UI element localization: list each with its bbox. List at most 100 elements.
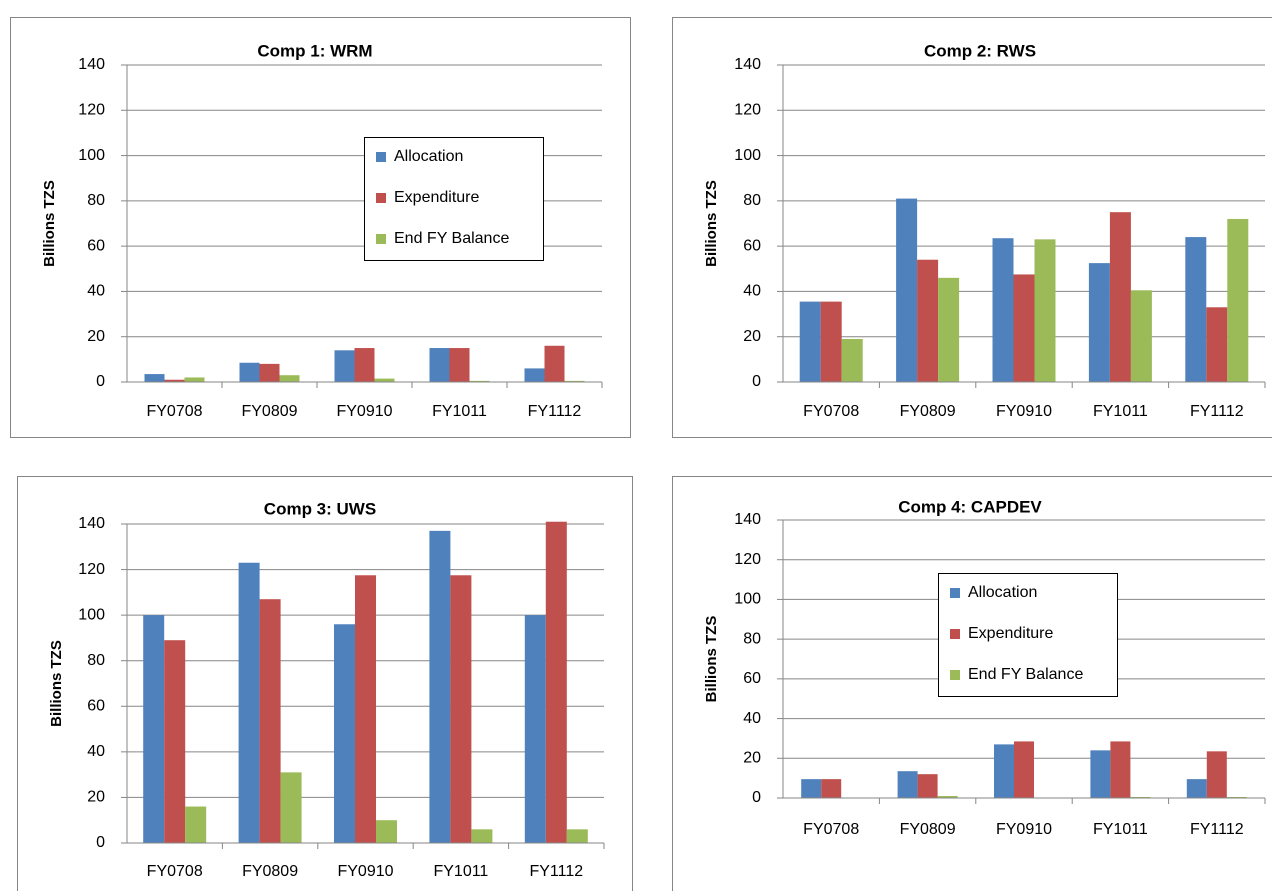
y-tick-label: 40 bbox=[743, 283, 761, 300]
chart-title: Comp 2: RWS bbox=[924, 41, 1036, 60]
x-tick-label: FY1011 bbox=[1093, 821, 1148, 838]
y-tick-label: 40 bbox=[87, 743, 105, 760]
x-tick-label: FY0809 bbox=[900, 821, 956, 838]
y-tick-label: 100 bbox=[78, 147, 105, 164]
y-axis-label: Billions TZS bbox=[703, 180, 720, 267]
x-tick-label: FY1112 bbox=[529, 863, 583, 880]
legend-swatch bbox=[950, 629, 960, 639]
bar bbox=[355, 348, 375, 382]
y-tick-label: 0 bbox=[96, 834, 105, 851]
bar bbox=[545, 346, 565, 382]
y-tick-label: 140 bbox=[734, 56, 761, 73]
legend-swatch bbox=[376, 152, 386, 162]
y-tick-label: 120 bbox=[734, 102, 761, 119]
legend-label: End FY Balance bbox=[968, 666, 1083, 683]
panel-frame bbox=[673, 18, 1272, 438]
y-tick-label: 0 bbox=[752, 373, 761, 390]
bar bbox=[994, 744, 1014, 798]
x-tick-label: FY1112 bbox=[1190, 403, 1244, 420]
bar bbox=[334, 624, 355, 843]
x-tick-label: FY1112 bbox=[528, 403, 582, 420]
bar bbox=[1089, 263, 1110, 382]
x-tick-label: FY0708 bbox=[803, 403, 859, 420]
y-tick-label: 100 bbox=[734, 147, 761, 164]
bar bbox=[1110, 212, 1131, 382]
bar bbox=[1131, 290, 1152, 382]
bar bbox=[240, 363, 260, 382]
bar bbox=[821, 779, 841, 798]
y-tick-label: 0 bbox=[752, 789, 761, 806]
bar bbox=[1185, 237, 1206, 382]
bar bbox=[335, 350, 355, 382]
legend-label: Expenditure bbox=[394, 189, 479, 206]
bar bbox=[1014, 741, 1034, 798]
bar bbox=[450, 348, 470, 382]
bar bbox=[280, 375, 300, 382]
bar bbox=[918, 774, 938, 798]
y-tick-label: 60 bbox=[743, 237, 761, 254]
bar bbox=[1207, 751, 1227, 798]
bar bbox=[938, 278, 959, 382]
y-tick-label: 80 bbox=[743, 630, 761, 647]
bar bbox=[450, 575, 471, 843]
bar bbox=[355, 575, 376, 843]
bar bbox=[1090, 750, 1110, 798]
y-tick-label: 0 bbox=[96, 373, 105, 390]
bar bbox=[145, 374, 165, 382]
x-tick-label: FY0708 bbox=[147, 863, 203, 880]
x-tick-label: FY0809 bbox=[900, 403, 956, 420]
legend-swatch bbox=[376, 193, 386, 203]
y-tick-label: 20 bbox=[87, 789, 105, 806]
chart-title: Comp 4: CAPDEV bbox=[898, 497, 1042, 516]
bar bbox=[471, 829, 492, 843]
bar bbox=[260, 364, 280, 382]
y-tick-label: 100 bbox=[78, 606, 105, 623]
y-tick-label: 120 bbox=[78, 561, 105, 578]
bar bbox=[185, 807, 206, 843]
legend-swatch bbox=[950, 670, 960, 680]
x-tick-label: FY1011 bbox=[433, 863, 488, 880]
x-tick-label: FY0910 bbox=[996, 821, 1052, 838]
legend-swatch bbox=[950, 588, 960, 598]
bar bbox=[917, 260, 938, 382]
x-tick-label: FY0910 bbox=[996, 403, 1052, 420]
x-tick-label: FY1011 bbox=[1093, 403, 1148, 420]
x-tick-label: FY1011 bbox=[432, 403, 487, 420]
bar bbox=[993, 238, 1014, 382]
legend-label: End FY Balance bbox=[394, 230, 509, 247]
bar bbox=[260, 599, 281, 843]
bar bbox=[525, 615, 546, 843]
legend-label: Allocation bbox=[394, 148, 463, 165]
y-tick-label: 40 bbox=[87, 283, 105, 300]
bar bbox=[1227, 219, 1248, 382]
bar bbox=[164, 640, 185, 843]
bar bbox=[430, 348, 450, 382]
bar bbox=[525, 368, 545, 382]
y-tick-label: 100 bbox=[734, 591, 761, 608]
y-tick-label: 80 bbox=[87, 192, 105, 209]
y-tick-label: 20 bbox=[743, 750, 761, 767]
y-tick-label: 40 bbox=[743, 710, 761, 727]
y-axis-label: Billions TZS bbox=[703, 616, 720, 703]
bar bbox=[1035, 239, 1056, 382]
y-tick-label: 60 bbox=[87, 698, 105, 715]
y-axis-label: Billions TZS bbox=[48, 640, 65, 727]
y-tick-label: 80 bbox=[743, 192, 761, 209]
legend-label: Expenditure bbox=[968, 625, 1053, 642]
x-tick-label: FY0809 bbox=[242, 863, 298, 880]
y-tick-label: 80 bbox=[87, 652, 105, 669]
x-tick-label: FY0708 bbox=[803, 821, 859, 838]
y-tick-label: 20 bbox=[743, 328, 761, 345]
bar bbox=[1014, 274, 1035, 382]
y-tick-label: 60 bbox=[743, 670, 761, 687]
bar bbox=[429, 531, 450, 843]
y-tick-label: 20 bbox=[87, 328, 105, 345]
bar bbox=[821, 302, 842, 382]
bar bbox=[842, 339, 863, 382]
chart-title: Comp 1: WRM bbox=[257, 41, 372, 60]
y-tick-label: 60 bbox=[87, 237, 105, 254]
y-tick-label: 140 bbox=[78, 515, 105, 532]
bar bbox=[546, 522, 567, 843]
bar bbox=[1206, 307, 1227, 382]
